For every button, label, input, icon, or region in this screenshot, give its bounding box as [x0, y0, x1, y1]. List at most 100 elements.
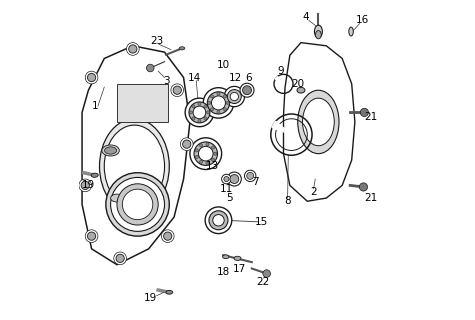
- Circle shape: [243, 86, 251, 95]
- Circle shape: [189, 102, 210, 123]
- Circle shape: [162, 230, 174, 243]
- Circle shape: [192, 105, 195, 108]
- Ellipse shape: [349, 27, 353, 36]
- Text: 18: 18: [217, 267, 230, 277]
- Circle shape: [87, 232, 95, 240]
- Circle shape: [114, 252, 126, 265]
- Circle shape: [206, 162, 209, 164]
- Ellipse shape: [102, 145, 119, 156]
- Text: 4: 4: [303, 12, 309, 22]
- Circle shape: [211, 158, 215, 161]
- Ellipse shape: [104, 147, 117, 154]
- Circle shape: [217, 110, 220, 114]
- Circle shape: [207, 111, 209, 114]
- Circle shape: [173, 86, 181, 94]
- Circle shape: [190, 138, 222, 170]
- Circle shape: [192, 117, 195, 120]
- Ellipse shape: [315, 31, 321, 39]
- Circle shape: [85, 71, 98, 84]
- Ellipse shape: [223, 255, 229, 259]
- Circle shape: [180, 138, 193, 150]
- Circle shape: [182, 140, 191, 148]
- Circle shape: [217, 92, 220, 95]
- Text: 3: 3: [163, 76, 170, 86]
- Circle shape: [226, 101, 229, 105]
- Circle shape: [211, 96, 226, 110]
- Polygon shape: [284, 43, 355, 201]
- Ellipse shape: [91, 173, 98, 177]
- Ellipse shape: [111, 194, 124, 202]
- Text: 5: 5: [226, 193, 233, 203]
- Circle shape: [106, 173, 169, 236]
- Circle shape: [203, 88, 234, 118]
- Circle shape: [87, 73, 95, 82]
- Text: 13: 13: [206, 161, 219, 171]
- Circle shape: [189, 111, 192, 114]
- Ellipse shape: [234, 256, 241, 260]
- Circle shape: [208, 92, 229, 114]
- Circle shape: [85, 230, 98, 243]
- Circle shape: [204, 117, 207, 120]
- Circle shape: [81, 181, 89, 189]
- Circle shape: [79, 179, 92, 192]
- Ellipse shape: [303, 98, 334, 146]
- Circle shape: [163, 232, 172, 240]
- Circle shape: [263, 270, 270, 277]
- Circle shape: [223, 108, 227, 111]
- Circle shape: [208, 101, 211, 105]
- Text: 23: 23: [150, 36, 163, 46]
- Circle shape: [224, 177, 229, 181]
- Text: 7: 7: [252, 177, 258, 187]
- Circle shape: [223, 95, 227, 98]
- Text: 20: 20: [291, 79, 304, 89]
- Text: 19: 19: [143, 293, 157, 303]
- Circle shape: [213, 215, 224, 226]
- Circle shape: [195, 149, 199, 152]
- Text: 1: 1: [92, 101, 98, 111]
- Circle shape: [185, 98, 214, 127]
- Text: 11: 11: [220, 184, 233, 194]
- Ellipse shape: [166, 290, 173, 294]
- Circle shape: [211, 146, 215, 149]
- Circle shape: [111, 178, 164, 231]
- Circle shape: [200, 160, 203, 164]
- Text: 17: 17: [232, 264, 246, 275]
- Circle shape: [247, 172, 254, 179]
- Circle shape: [200, 144, 203, 147]
- Circle shape: [206, 143, 209, 146]
- Circle shape: [204, 105, 207, 108]
- Ellipse shape: [104, 125, 164, 208]
- Circle shape: [209, 211, 228, 230]
- Circle shape: [228, 172, 241, 186]
- Circle shape: [171, 84, 183, 97]
- Circle shape: [228, 90, 241, 104]
- Text: 21: 21: [364, 112, 377, 122]
- Circle shape: [359, 183, 368, 191]
- Text: 16: 16: [356, 15, 370, 25]
- Circle shape: [214, 152, 217, 155]
- Circle shape: [240, 83, 254, 97]
- Polygon shape: [82, 46, 190, 265]
- Ellipse shape: [297, 87, 305, 93]
- Circle shape: [245, 170, 256, 181]
- Circle shape: [146, 64, 154, 72]
- Circle shape: [224, 86, 245, 107]
- Circle shape: [126, 43, 139, 55]
- Text: 9: 9: [277, 66, 284, 76]
- Text: 12: 12: [229, 73, 243, 83]
- Text: 22: 22: [256, 277, 269, 287]
- Circle shape: [193, 106, 206, 119]
- Circle shape: [129, 45, 137, 53]
- Circle shape: [210, 95, 214, 98]
- Wedge shape: [275, 76, 284, 84]
- Circle shape: [230, 92, 238, 101]
- Circle shape: [198, 119, 201, 123]
- Polygon shape: [117, 84, 168, 122]
- Circle shape: [360, 108, 369, 116]
- Text: 2: 2: [310, 187, 317, 197]
- Circle shape: [222, 174, 231, 184]
- Circle shape: [194, 142, 218, 165]
- Text: 8: 8: [285, 196, 291, 206]
- Circle shape: [205, 207, 232, 234]
- Ellipse shape: [179, 47, 185, 50]
